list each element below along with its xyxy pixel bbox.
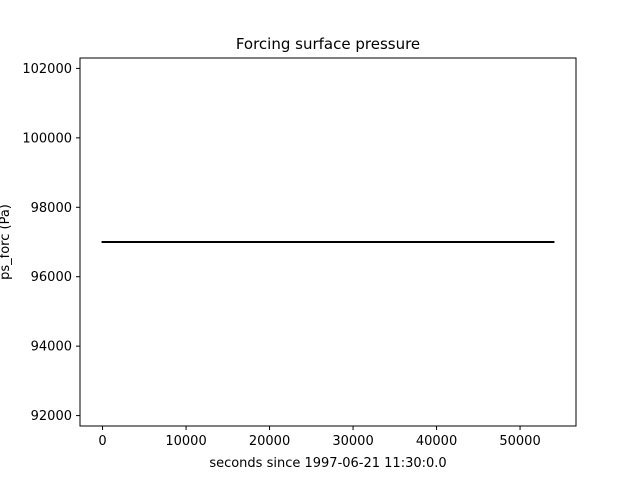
y-tick-label: 92000 [31, 409, 72, 424]
y-tick-label: 102000 [22, 62, 72, 77]
plot-area: 0 10000 20000 30000 40000 50000 92000 94000 9600… [22, 57, 577, 449]
x-tick-label: 40000 [416, 434, 457, 449]
x-tick-label: 30000 [332, 434, 373, 449]
chart-title: Forcing surface pressure [236, 35, 420, 53]
x-tick-label: 50000 [499, 434, 540, 449]
x-tick-label: 0 [98, 434, 106, 449]
y-tick-label: 100000 [22, 131, 72, 146]
y-tick-label: 98000 [31, 201, 72, 216]
x-axis-label: seconds since 1997-06-21 11:30:0.0 [209, 456, 446, 471]
axes-frame [79, 57, 577, 427]
x-tick-label: 10000 [165, 434, 206, 449]
y-axis-label: ps_forc (Pa) [0, 204, 13, 280]
y-tick-label: 96000 [31, 270, 72, 285]
y-tick-label: 94000 [31, 340, 72, 355]
x-tick-label: 20000 [249, 434, 290, 449]
